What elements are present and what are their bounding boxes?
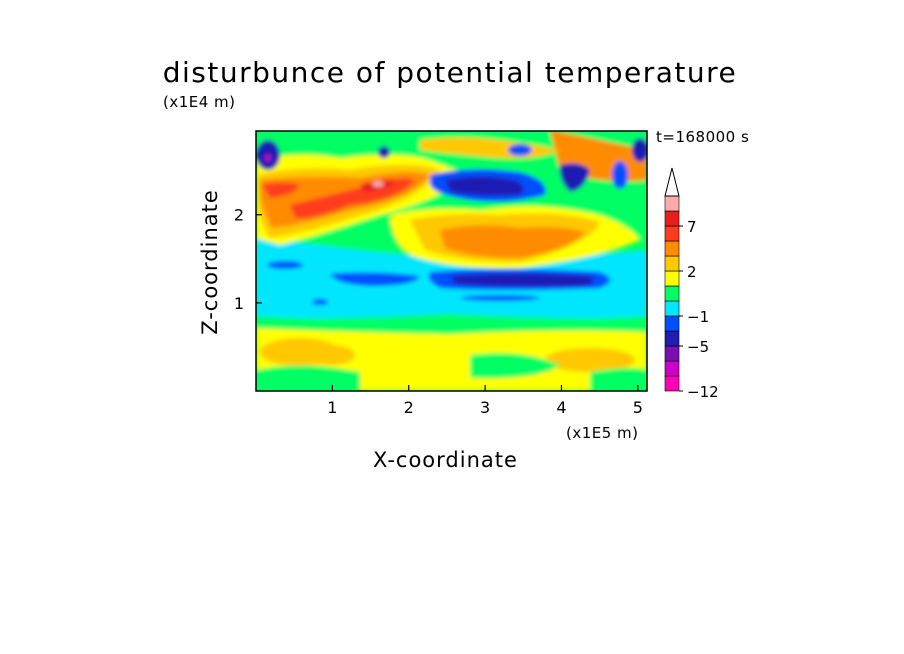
colorbar-segment bbox=[664, 375, 680, 392]
x-unit-label: (x1E5 m) bbox=[566, 424, 639, 442]
x-axis-label: X-coordinate bbox=[373, 448, 518, 472]
plot-frame bbox=[255, 130, 648, 392]
colorbar-segment bbox=[664, 360, 680, 377]
min-patch-topleft bbox=[265, 155, 271, 161]
colorbar-tick-label: −1 bbox=[687, 308, 709, 326]
contour-field bbox=[256, 131, 647, 391]
lower-green-patch bbox=[590, 367, 647, 391]
colorbar-segment bbox=[664, 210, 680, 227]
colorbar-tick-label: −5 bbox=[687, 338, 709, 356]
lower-orange-patch bbox=[545, 348, 635, 372]
z-tick-label: 2 bbox=[234, 206, 244, 225]
colorbar-extend-arrow bbox=[664, 167, 680, 197]
colorbar-tick-label: 7 bbox=[687, 218, 697, 236]
navy-dot-top bbox=[378, 146, 390, 158]
colorbar-segment bbox=[664, 270, 680, 287]
blue-streak-left bbox=[330, 272, 420, 286]
colorbar-segment bbox=[664, 345, 680, 362]
colorbar-tick-label: 2 bbox=[687, 263, 697, 281]
colorbar: −12−5−127 bbox=[664, 167, 719, 401]
navy-patch-right bbox=[559, 163, 590, 192]
navy-streak-mid bbox=[450, 273, 594, 287]
x-tick-label: 2 bbox=[404, 398, 414, 417]
colorbar-segment bbox=[664, 285, 680, 302]
z-unit-label: (x1E4 m) bbox=[163, 93, 236, 111]
colorbar-segment bbox=[664, 330, 680, 347]
blue-streak-thin bbox=[460, 295, 540, 301]
blue-dot bbox=[312, 299, 328, 305]
colorbar-segment bbox=[664, 315, 680, 332]
navy-patch-topright bbox=[632, 138, 647, 162]
navy-core-upper bbox=[445, 176, 524, 196]
colorbar-segment bbox=[664, 300, 680, 317]
blue-streak-far-left bbox=[267, 261, 303, 269]
colorbar-segment bbox=[664, 195, 680, 212]
z-tick-label: 1 bbox=[234, 294, 244, 313]
x-tick-label: 1 bbox=[327, 398, 337, 417]
blue-patch-top bbox=[508, 144, 532, 156]
colorbar-segment bbox=[664, 225, 680, 242]
upper-left-red bbox=[262, 182, 300, 198]
lower-orange-patch bbox=[305, 345, 355, 365]
colorbar-segment bbox=[664, 255, 680, 272]
colorbar-segment bbox=[664, 240, 680, 257]
x-ticks: 1 2 3 4 5 bbox=[327, 385, 643, 417]
blue-patch-right bbox=[612, 161, 628, 189]
time-label: t=168000 s bbox=[656, 128, 750, 146]
x-tick-label: 4 bbox=[556, 398, 566, 417]
z-ticks: 12 bbox=[234, 206, 262, 313]
lower-green-patch bbox=[470, 352, 560, 379]
colorbar-tick-label: −12 bbox=[687, 383, 719, 401]
peak-max bbox=[372, 181, 384, 187]
upper-right-darkorange bbox=[440, 225, 585, 258]
lower-green-patch bbox=[256, 365, 360, 391]
chart-title: disturbunce of potential temperature bbox=[162, 56, 738, 89]
x-tick-label: 3 bbox=[480, 398, 490, 417]
x-tick-label: 5 bbox=[633, 398, 643, 417]
